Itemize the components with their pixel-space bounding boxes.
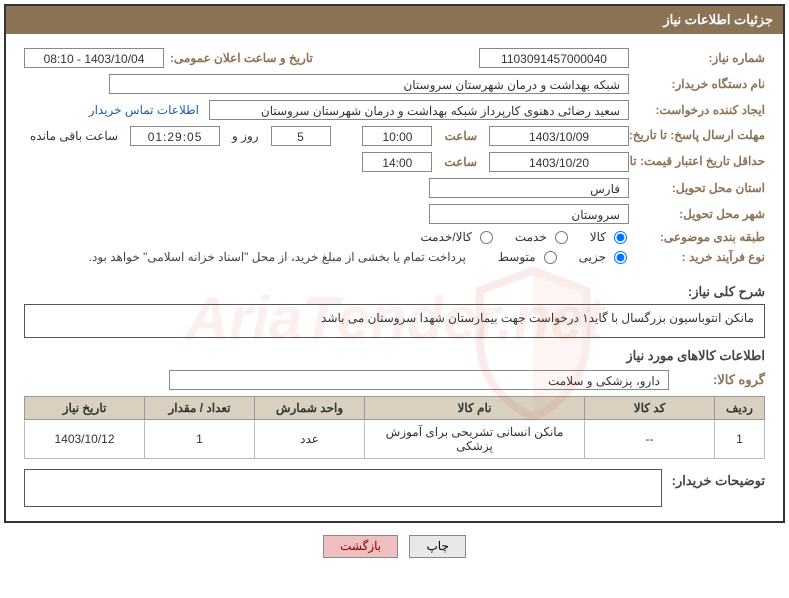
deadline-date-field: 1403/10/09 [489,126,629,146]
cell-n: 1 [715,420,765,459]
row-city: شهر محل تحویل: سروستان [24,204,765,224]
announce-label: تاریخ و ساعت اعلان عمومی: [170,51,313,65]
main-frame: جزئیات اطلاعات نیاز AriaTender.net شماره… [4,4,785,523]
cell-qty: 1 [145,420,255,459]
announce-field: 1403/10/04 - 08:10 [24,48,164,68]
th-unit: واحد شمارش [255,397,365,420]
radio-small-label: جزیی [579,250,606,264]
group-field: دارو، پزشکی و سلامت [169,370,669,390]
buyer-notes-label: توضیحات خریدار: [672,469,765,489]
desc-box: مانکن انتوباسیون بزرگسال با گاید۱ درخواس… [24,304,765,338]
need-number-label: شماره نیاز: [635,51,765,65]
row-buyer-org: نام دستگاه خریدار: شبکه بهداشت و درمان ش… [24,74,765,94]
cell-name: مانکن انسانی تشریحی برای آموزش پزشکی [365,420,585,459]
th-qty: تعداد / مقدار [145,397,255,420]
row-group: گروه کالا: دارو، پزشکی و سلامت [24,370,765,390]
deadline-label: مهلت ارسال پاسخ: تا تاریخ: [635,128,765,144]
province-label: استان محل تحویل: [635,181,765,195]
content-area: AriaTender.net شماره نیاز: 1103091457000… [6,34,783,280]
payment-note: پرداخت تمام یا بخشی از مبلغ خرید، از محل… [89,250,466,264]
row-process: نوع فرآیند خرید : جزیی متوسط پرداخت تمام… [24,250,765,264]
buyer-notes-row: توضیحات خریدار: [24,469,765,507]
th-name: نام کالا [365,397,585,420]
radio-goods-label: کالا [590,230,606,244]
validity-date-field: 1403/10/20 [489,152,629,172]
process-radio-group: جزیی متوسط [482,250,629,264]
buyer-notes-box [24,469,662,507]
deadline-time-field: 10:00 [362,126,432,146]
validity-time-field: 14:00 [362,152,432,172]
row-deadline: مهلت ارسال پاسخ: تا تاریخ: 1403/10/09 سا… [24,126,765,146]
row-province: استان محل تحویل: فارس [24,178,765,198]
radio-both-label: کالا/خدمت [420,230,471,244]
cell-date: 1403/10/12 [25,420,145,459]
requester-field: سعید رضائی دهنوی کارپرداز شبکه بهداشت و … [209,100,629,120]
requester-label: ایجاد کننده درخواست: [635,103,765,117]
remaining-label: ساعت باقی مانده [30,129,118,143]
radio-both[interactable] [480,231,493,244]
days-count-field: 5 [271,126,331,146]
action-bar: چاپ بازگشت [0,527,789,562]
row-validity: حداقل تاریخ اعتبار قیمت: تا تاریخ: 1403/… [24,152,765,172]
row-requester: ایجاد کننده درخواست: سعید رضائی دهنوی کا… [24,100,765,120]
print-button[interactable]: چاپ [409,535,465,558]
city-field: سروستان [429,204,629,224]
buyer-org-field: شبکه بهداشت و درمان شهرستان سروستان [109,74,629,94]
header-title: جزئیات اطلاعات نیاز [663,12,773,27]
validity-time-label: ساعت [444,155,477,169]
radio-medium[interactable] [544,251,557,264]
radio-service[interactable] [555,231,568,244]
row-desc-label: شرح کلی نیاز: [24,284,765,300]
group-label: گروه کالا: [675,372,765,388]
radio-small[interactable] [614,251,627,264]
items-section-title: اطلاعات کالاهای مورد نیاز [24,348,765,364]
radio-goods[interactable] [614,231,627,244]
desc-label: شرح کلی نیاز: [688,284,765,300]
header-bar: جزئیات اطلاعات نیاز [6,6,783,34]
need-number-field: 1103091457000040 [479,48,629,68]
th-row: ردیف [715,397,765,420]
validity-label: حداقل تاریخ اعتبار قیمت: تا تاریخ: [635,154,765,170]
province-field: فارس [429,178,629,198]
buyer-contact-link[interactable]: اطلاعات تماس خریدار [89,103,199,117]
deadline-time-label: ساعت [444,129,477,143]
cell-unit: عدد [255,420,365,459]
row-category: طبقه بندی موضوعی: کالا خدمت کالا/خدمت [24,230,765,244]
table-row: 1 -- مانکن انسانی تشریحی برای آموزش پزشک… [25,420,765,459]
category-label: طبقه بندی موضوعی: [635,230,765,244]
th-date: تاریخ نیاز [25,397,145,420]
th-code: کد کالا [585,397,715,420]
radio-medium-label: متوسط [498,250,536,264]
city-label: شهر محل تحویل: [635,207,765,221]
countdown-field: 01:29:05 [130,126,220,146]
items-table: ردیف کد کالا نام کالا واحد شمارش تعداد /… [24,396,765,459]
process-label: نوع فرآیند خرید : [635,250,765,264]
category-radio-group: کالا خدمت کالا/خدمت [404,230,629,244]
days-and-label: روز و [232,129,259,143]
items-header-row: ردیف کد کالا نام کالا واحد شمارش تعداد /… [25,397,765,420]
cell-code: -- [585,420,715,459]
back-button[interactable]: بازگشت [323,535,398,558]
buyer-org-label: نام دستگاه خریدار: [635,77,765,91]
radio-service-label: خدمت [515,230,547,244]
row-need-number: شماره نیاز: 1103091457000040 تاریخ و ساع… [24,48,765,68]
